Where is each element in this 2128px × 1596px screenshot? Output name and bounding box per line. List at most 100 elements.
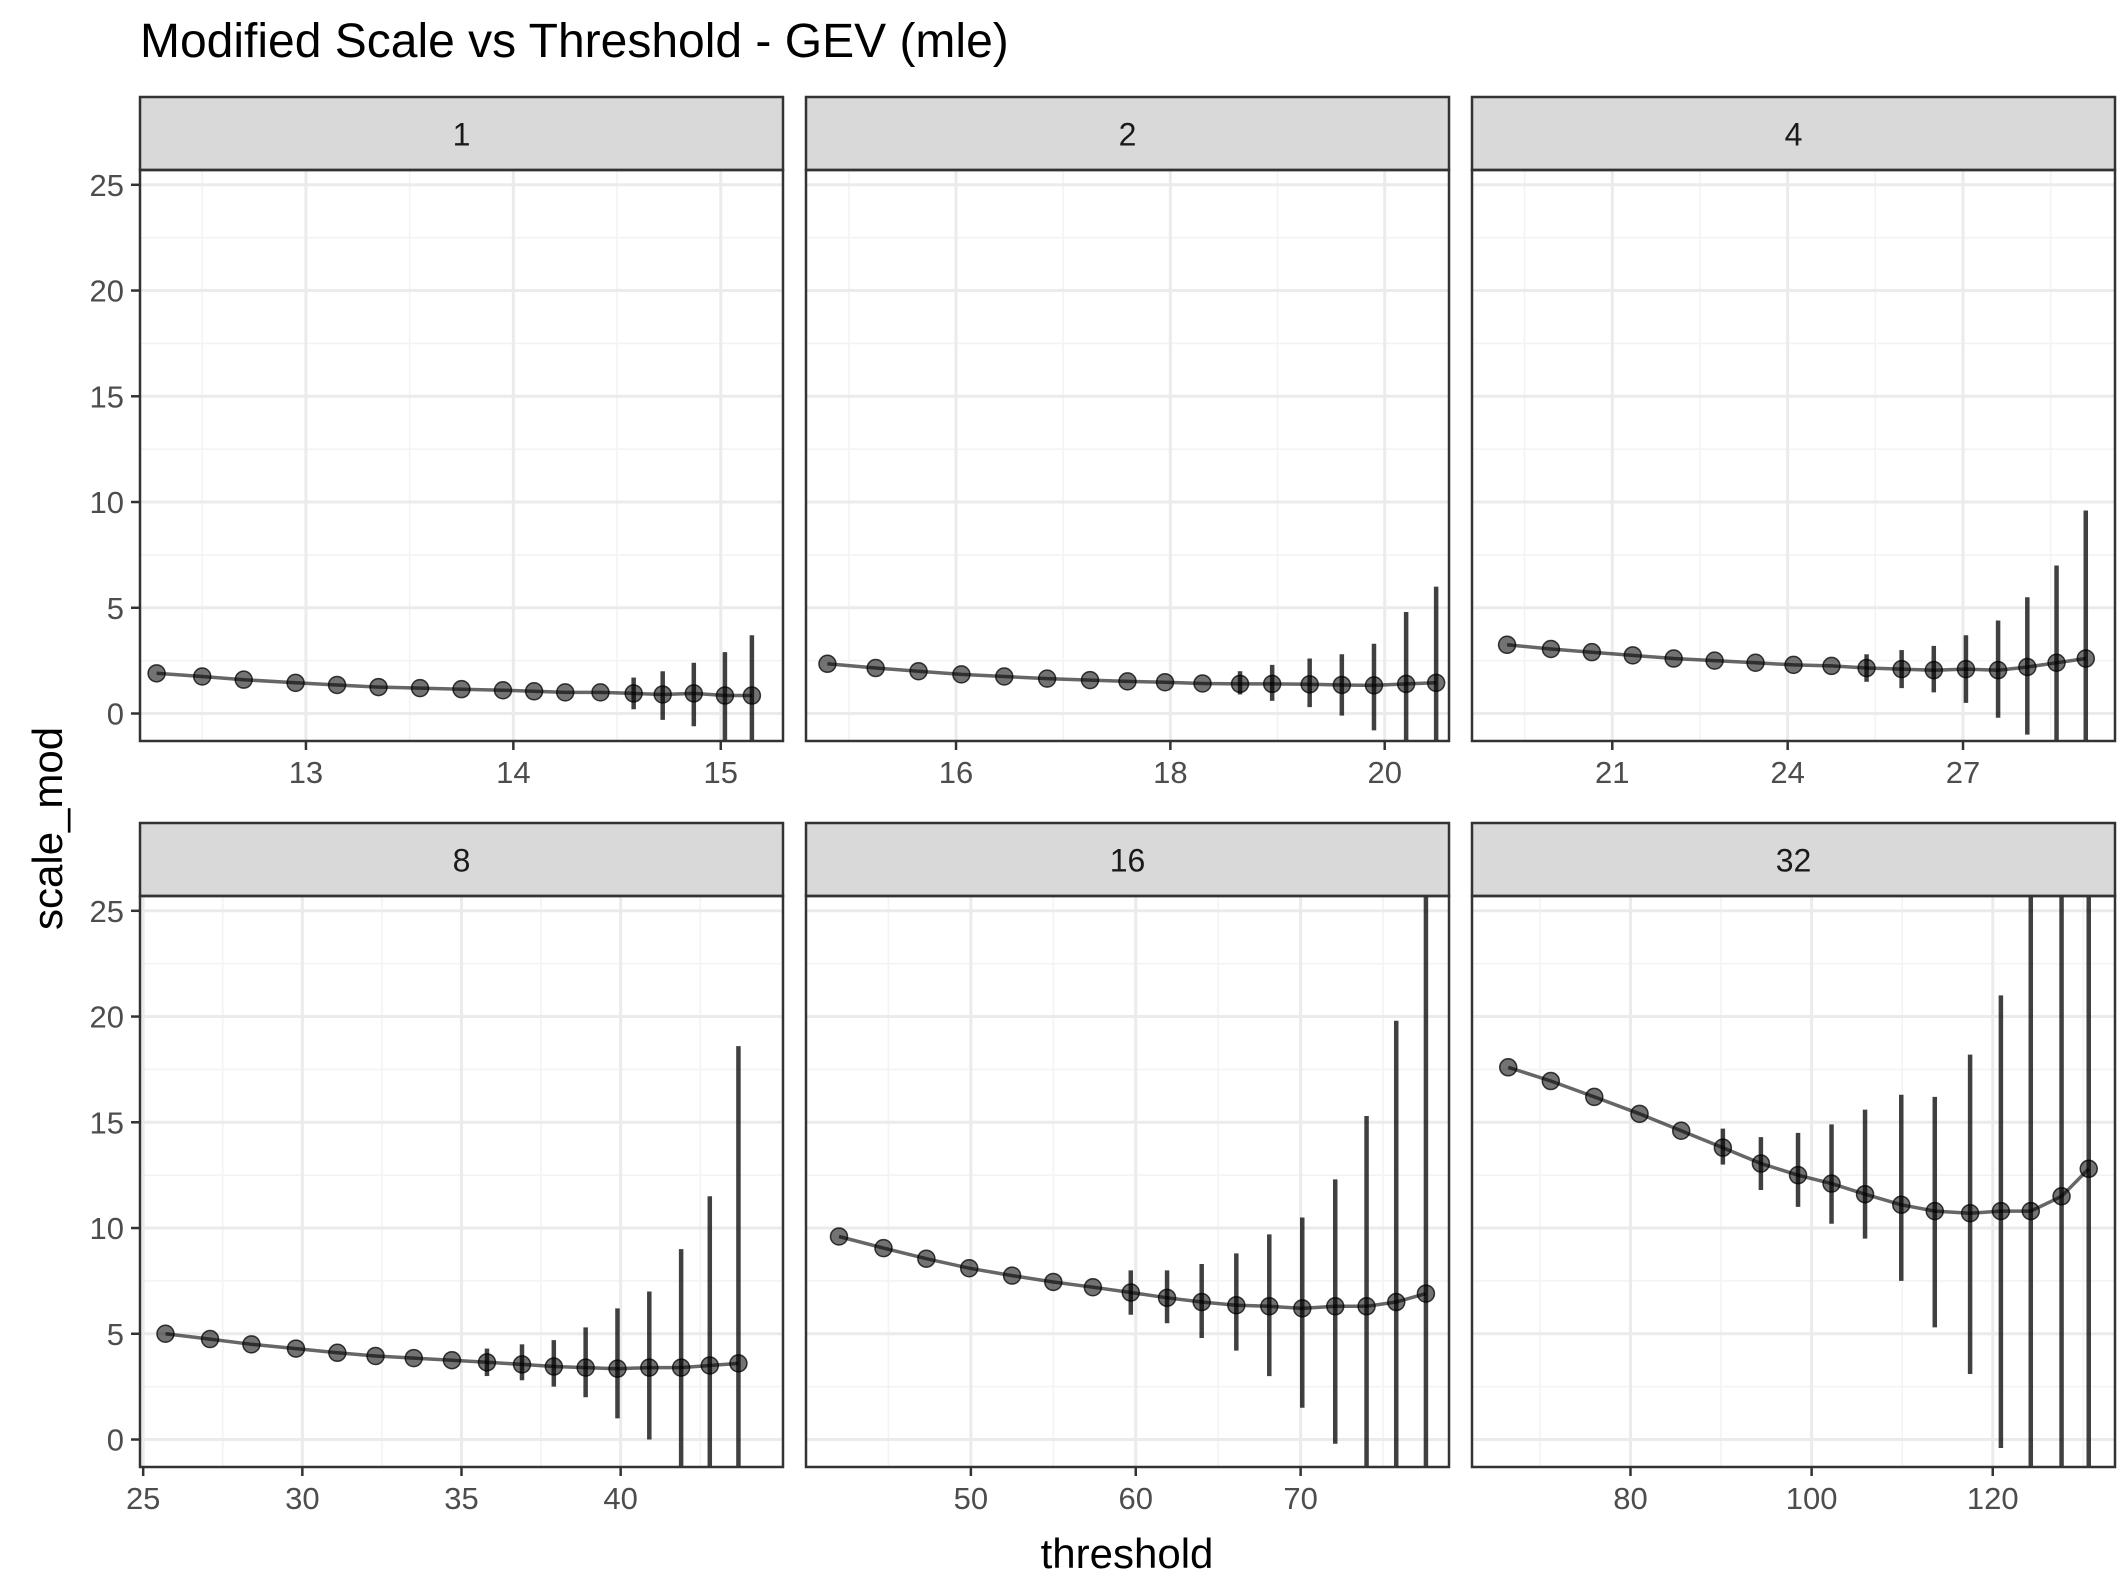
facet-panel-2: 2 16 18 20: [804, 95, 1451, 790]
data-point: [369, 677, 388, 697]
data-point: [1705, 651, 1724, 670]
data-point: [1924, 660, 1944, 680]
data-point: [1260, 1297, 1279, 1316]
facet-strip-label: 32: [1776, 843, 1812, 879]
y-tick-label: 25: [90, 894, 124, 929]
data-point: [366, 1346, 385, 1366]
y-tick-label: 5: [107, 1317, 124, 1352]
data-point: [477, 1353, 497, 1372]
data-point: [729, 1354, 748, 1373]
x-tick-label: 40: [603, 1481, 637, 1516]
data-point: [1396, 674, 1416, 694]
facet-panel-16: 16 50 60 70: [804, 821, 1451, 1516]
data-point: [1991, 1201, 2011, 1221]
panel-data-layer: [818, 586, 1446, 741]
y-tick-label: 10: [90, 485, 124, 520]
panel-data-layer: [156, 1046, 748, 1467]
data-point: [1262, 674, 1282, 694]
data-point: [1746, 653, 1765, 673]
x-tick-label: 25: [126, 1481, 160, 1516]
data-point: [2076, 649, 2096, 668]
data-point: [156, 1324, 175, 1344]
data-point: [286, 1339, 306, 1358]
panel-background: [806, 170, 1449, 741]
panel-data-layer: [829, 896, 1436, 1467]
data-point: [1925, 1201, 1945, 1221]
data-point: [1155, 672, 1175, 692]
data-point: [1671, 1121, 1691, 1140]
data-point: [1541, 1071, 1561, 1091]
data-point: [700, 1356, 720, 1375]
panel-background: [140, 170, 783, 741]
data-point: [1118, 672, 1137, 691]
data-point: [147, 664, 166, 683]
data-point: [442, 1350, 462, 1370]
data-point: [1230, 674, 1250, 694]
data-point: [1541, 639, 1561, 659]
data-point: [1822, 656, 1841, 676]
data-point: [2079, 1159, 2098, 1179]
data-point: [1293, 1299, 1312, 1318]
data-point: [1582, 642, 1602, 662]
data-point: [715, 686, 735, 705]
data-point: [1386, 1292, 1406, 1312]
data-point: [1855, 1184, 1875, 1204]
data-point: [555, 683, 575, 702]
data-point: [2018, 657, 2037, 677]
facet-strip-label: 16: [1110, 843, 1146, 879]
facet-strip-label: 2: [1119, 117, 1137, 153]
data-point: [234, 670, 253, 689]
panel-background: [806, 896, 1449, 1467]
data-point: [959, 1258, 979, 1278]
facet-panel-32: 32 80 100 120: [1470, 821, 2117, 1516]
data-point: [995, 667, 1014, 686]
x-axis-label: threshold: [1040, 1530, 1214, 1577]
panel-border: [138, 168, 785, 743]
y-tick-label: 20: [90, 274, 124, 309]
x-tick-label: 70: [1283, 1481, 1317, 1516]
data-point: [1497, 635, 1517, 655]
chart-title: Modified Scale vs Threshold - GEV (mle): [140, 15, 1009, 68]
data-point: [1956, 659, 1976, 679]
data-point: [866, 658, 885, 678]
panel-border: [1470, 894, 2117, 1469]
x-tick-label: 60: [1119, 1481, 1153, 1516]
data-point: [576, 1358, 595, 1377]
data-point: [1364, 676, 1384, 695]
data-point: [242, 1335, 261, 1354]
data-point: [452, 679, 471, 699]
data-point: [1623, 646, 1642, 665]
x-tick-label: 13: [289, 755, 323, 790]
data-point: [404, 1348, 424, 1368]
data-point: [1192, 1292, 1211, 1312]
data-point: [1037, 669, 1057, 688]
data-point: [1857, 658, 1876, 678]
y-tick-label: 0: [107, 1423, 124, 1458]
data-point: [591, 683, 610, 702]
data-point: [671, 1358, 691, 1377]
facet-strip: [804, 95, 1451, 172]
x-tick-label: 21: [1595, 755, 1629, 790]
data-point: [286, 673, 305, 693]
data-point: [2052, 1187, 2071, 1206]
y-tick-label: 25: [90, 168, 124, 203]
x-tick-label: 15: [704, 755, 738, 790]
data-point: [1157, 1288, 1177, 1308]
facet-strip-label: 8: [453, 843, 471, 879]
data-point: [1892, 1195, 1911, 1215]
data-point: [1498, 1058, 1518, 1077]
x-tick-label: 30: [285, 1481, 319, 1516]
data-point: [829, 1227, 849, 1246]
facet-strip-label: 4: [1785, 117, 1803, 153]
x-tick-label: 14: [496, 755, 530, 790]
data-point: [684, 684, 704, 703]
data-point: [1121, 1283, 1141, 1302]
facet-panel-8: 8 25 30 35 40 0 5 10 15 20 25: [90, 821, 785, 1516]
y-tick-label: 10: [90, 1211, 124, 1246]
data-point: [1002, 1266, 1022, 1285]
data-point: [493, 680, 513, 700]
panel-data-layer: [1498, 896, 2098, 1467]
facet-panel-1: 1 13 14 15 0 5 10 15 20 25: [90, 95, 785, 790]
data-point: [2021, 1201, 2041, 1221]
